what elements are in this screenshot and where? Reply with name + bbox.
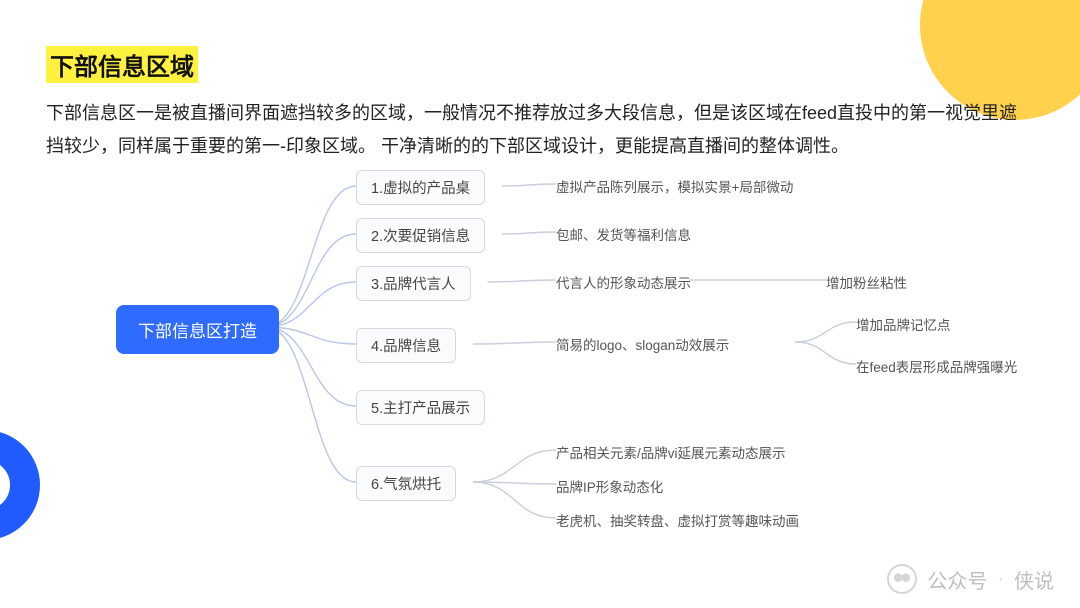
watermark-label-2: 侠说 bbox=[1014, 565, 1054, 594]
mindmap-leaf: 产品相关元素/品牌vi延展元素动态展示 bbox=[556, 442, 786, 462]
mindmap-root: 下部信息区打造 bbox=[116, 305, 279, 354]
mindmap-leaf: 包邮、发货等福利信息 bbox=[556, 224, 691, 244]
mindmap-leaf: 老虎机、抽奖转盘、虚拟打赏等趣味动画 bbox=[556, 510, 799, 530]
mindmap-branch: 4.品牌信息 bbox=[356, 328, 456, 363]
mindmap-leaf: 代言人的形象动态展示 bbox=[556, 272, 691, 292]
mindmap-leaf: 增加品牌记忆点 bbox=[856, 314, 951, 334]
mindmap-leaf: 虚拟产品陈列展示，模拟实景+局部微动 bbox=[556, 176, 793, 196]
mindmap: 下部信息区打造 1.虚拟的产品桌 虚拟产品陈列展示，模拟实景+局部微动 2.次要促销信… bbox=[46, 170, 1034, 550]
mindmap-leaf: 在feed表层形成品牌强曝光 bbox=[856, 356, 1017, 376]
mindmap-branch: 2.次要促销信息 bbox=[356, 218, 485, 253]
mindmap-leaf: 品牌IP形象动态化 bbox=[556, 476, 663, 496]
section-heading: 下部信息区域 bbox=[46, 46, 198, 83]
section-description: 下部信息区一是被直播间界面遮挡较多的区域，一般情况不推荐放过多大段信息，但是该区… bbox=[46, 97, 1034, 164]
watermark: 公众号 · 侠说 bbox=[887, 564, 1054, 594]
mindmap-branch: 6.气氛烘托 bbox=[356, 466, 456, 501]
mindmap-branch: 3.品牌代言人 bbox=[356, 266, 471, 301]
wechat-icon bbox=[887, 564, 917, 594]
mindmap-branch: 1.虚拟的产品桌 bbox=[356, 170, 485, 205]
watermark-label-1: 公众号 bbox=[927, 565, 987, 594]
watermark-separator: · bbox=[997, 568, 1004, 591]
mindmap-leaf: 增加粉丝粘性 bbox=[826, 272, 907, 292]
page-content: 下部信息区域 下部信息区一是被直播间界面遮挡较多的区域，一般情况不推荐放过多大段… bbox=[0, 0, 1080, 550]
mindmap-leaf: 简易的logo、slogan动效展示 bbox=[556, 334, 729, 354]
mindmap-branch: 5.主打产品展示 bbox=[356, 390, 485, 425]
